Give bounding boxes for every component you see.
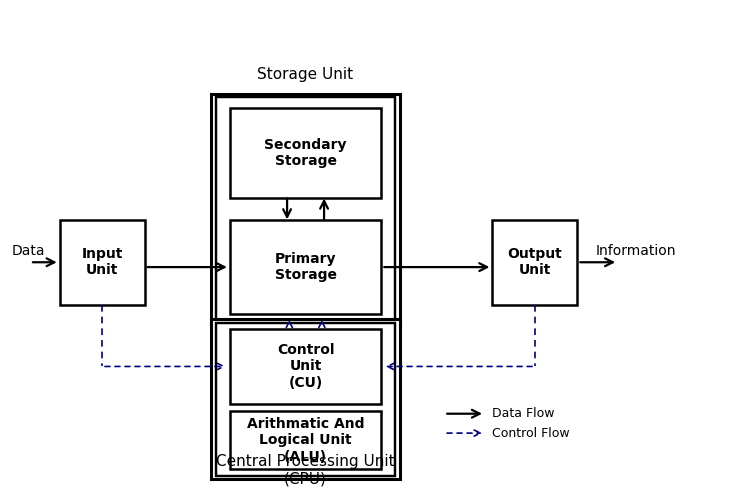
Text: Storage Unit: Storage Unit <box>257 67 353 82</box>
Text: Control Flow: Control Flow <box>492 426 570 440</box>
Text: Input
Unit: Input Unit <box>82 247 123 278</box>
Text: Secondary
Storage: Secondary Storage <box>264 138 347 168</box>
Bar <box>216 97 395 320</box>
Bar <box>211 319 400 479</box>
Text: Control
Unit
(CU): Control Unit (CU) <box>277 343 334 389</box>
Bar <box>230 220 381 315</box>
Text: Information: Information <box>596 245 676 258</box>
Bar <box>492 220 577 305</box>
Text: Data Flow: Data Flow <box>492 407 555 420</box>
Bar <box>211 94 400 324</box>
Text: Arithmatic And
Logical Unit
(ALU): Arithmatic And Logical Unit (ALU) <box>247 417 364 463</box>
Bar <box>230 108 381 198</box>
Bar <box>216 322 395 476</box>
Bar <box>230 329 381 404</box>
Text: Central Processing Unit
(CPU): Central Processing Unit (CPU) <box>216 454 394 487</box>
Text: Primary
Storage: Primary Storage <box>275 252 337 282</box>
Bar <box>60 220 144 305</box>
Bar <box>230 411 381 469</box>
Text: Output
Unit: Output Unit <box>507 247 562 278</box>
Text: Data: Data <box>11 245 45 258</box>
